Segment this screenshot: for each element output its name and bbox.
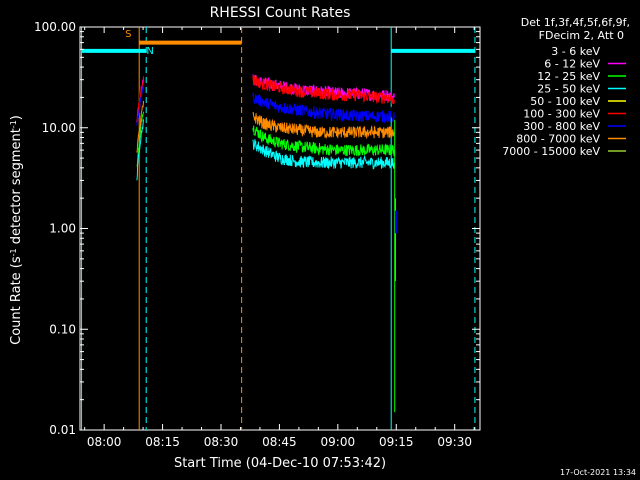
y-tick-label: 0.01 — [49, 423, 76, 437]
legend-header-1: Det 1f,3f,4f,5f,6f,9f, — [521, 16, 630, 29]
x-tick-label: 08:15 — [145, 435, 180, 449]
series-line — [136, 100, 395, 153]
chart-title: RHESSI Count Rates — [210, 5, 351, 21]
x-tick-label: 08:30 — [204, 435, 239, 449]
legend-label: 25 - 50 keV — [537, 83, 600, 96]
legend-label: 7000 - 15000 keV — [502, 145, 600, 158]
series-line — [136, 75, 395, 120]
legend-label: 3 - 6 keV — [551, 45, 600, 58]
y-axis-label-part-1: Count Rate (s — [9, 256, 24, 345]
y-axis-label-sup-1: -1 — [9, 248, 18, 256]
interval-bar-label: S — [125, 29, 131, 40]
legend-label: 12 - 25 keV — [537, 70, 600, 83]
footer-timestamp: 17-Oct-2021 13:34 — [560, 468, 636, 477]
interval-bar-label: N — [146, 46, 153, 57]
y-tick-label: 1.00 — [49, 222, 76, 236]
legend: Det 1f,3f,4f,5f,6f,9f, FDecim 2, Att 0 3… — [502, 16, 630, 158]
y-tick-label: 0.10 — [49, 322, 76, 336]
y-axis-label-part-3: ) — [9, 115, 24, 120]
y-tick-label: 10.00 — [42, 121, 76, 135]
x-axis-label: Start Time (04-Dec-10 07:53:42) — [174, 456, 386, 471]
series-line — [136, 85, 395, 126]
legend-label: 800 - 7000 keV — [516, 133, 600, 146]
x-tick-label: 08:45 — [262, 435, 297, 449]
legend-label: 300 - 800 keV — [523, 120, 600, 133]
legend-label: 6 - 12 keV — [544, 58, 600, 71]
series-layer — [136, 37, 397, 413]
legend-label: 100 - 300 keV — [523, 108, 600, 121]
axis-layer: 08:00 08:15 08:30 08:45 09:00 09:15 09:30 100.0… — [34, 20, 480, 449]
legend-header-2: FDecim 2, Att 0 — [539, 29, 624, 42]
x-tick-label: 08:00 — [87, 435, 122, 449]
series-line — [136, 119, 395, 181]
x-tick-label: 09:00 — [321, 435, 356, 449]
x-tick-label: 09:30 — [437, 435, 472, 449]
y-tick-label: 100.00 — [34, 20, 76, 34]
x-tick-label: 09:15 — [379, 435, 414, 449]
y-axis-label-part-2: detector segment — [9, 128, 24, 248]
y-axis-label-sup-2: -1 — [9, 120, 18, 128]
legend-label: 50 - 100 keV — [530, 95, 600, 108]
y-axis-label: Count Rate (s-1 detector segment-1) — [9, 115, 25, 345]
